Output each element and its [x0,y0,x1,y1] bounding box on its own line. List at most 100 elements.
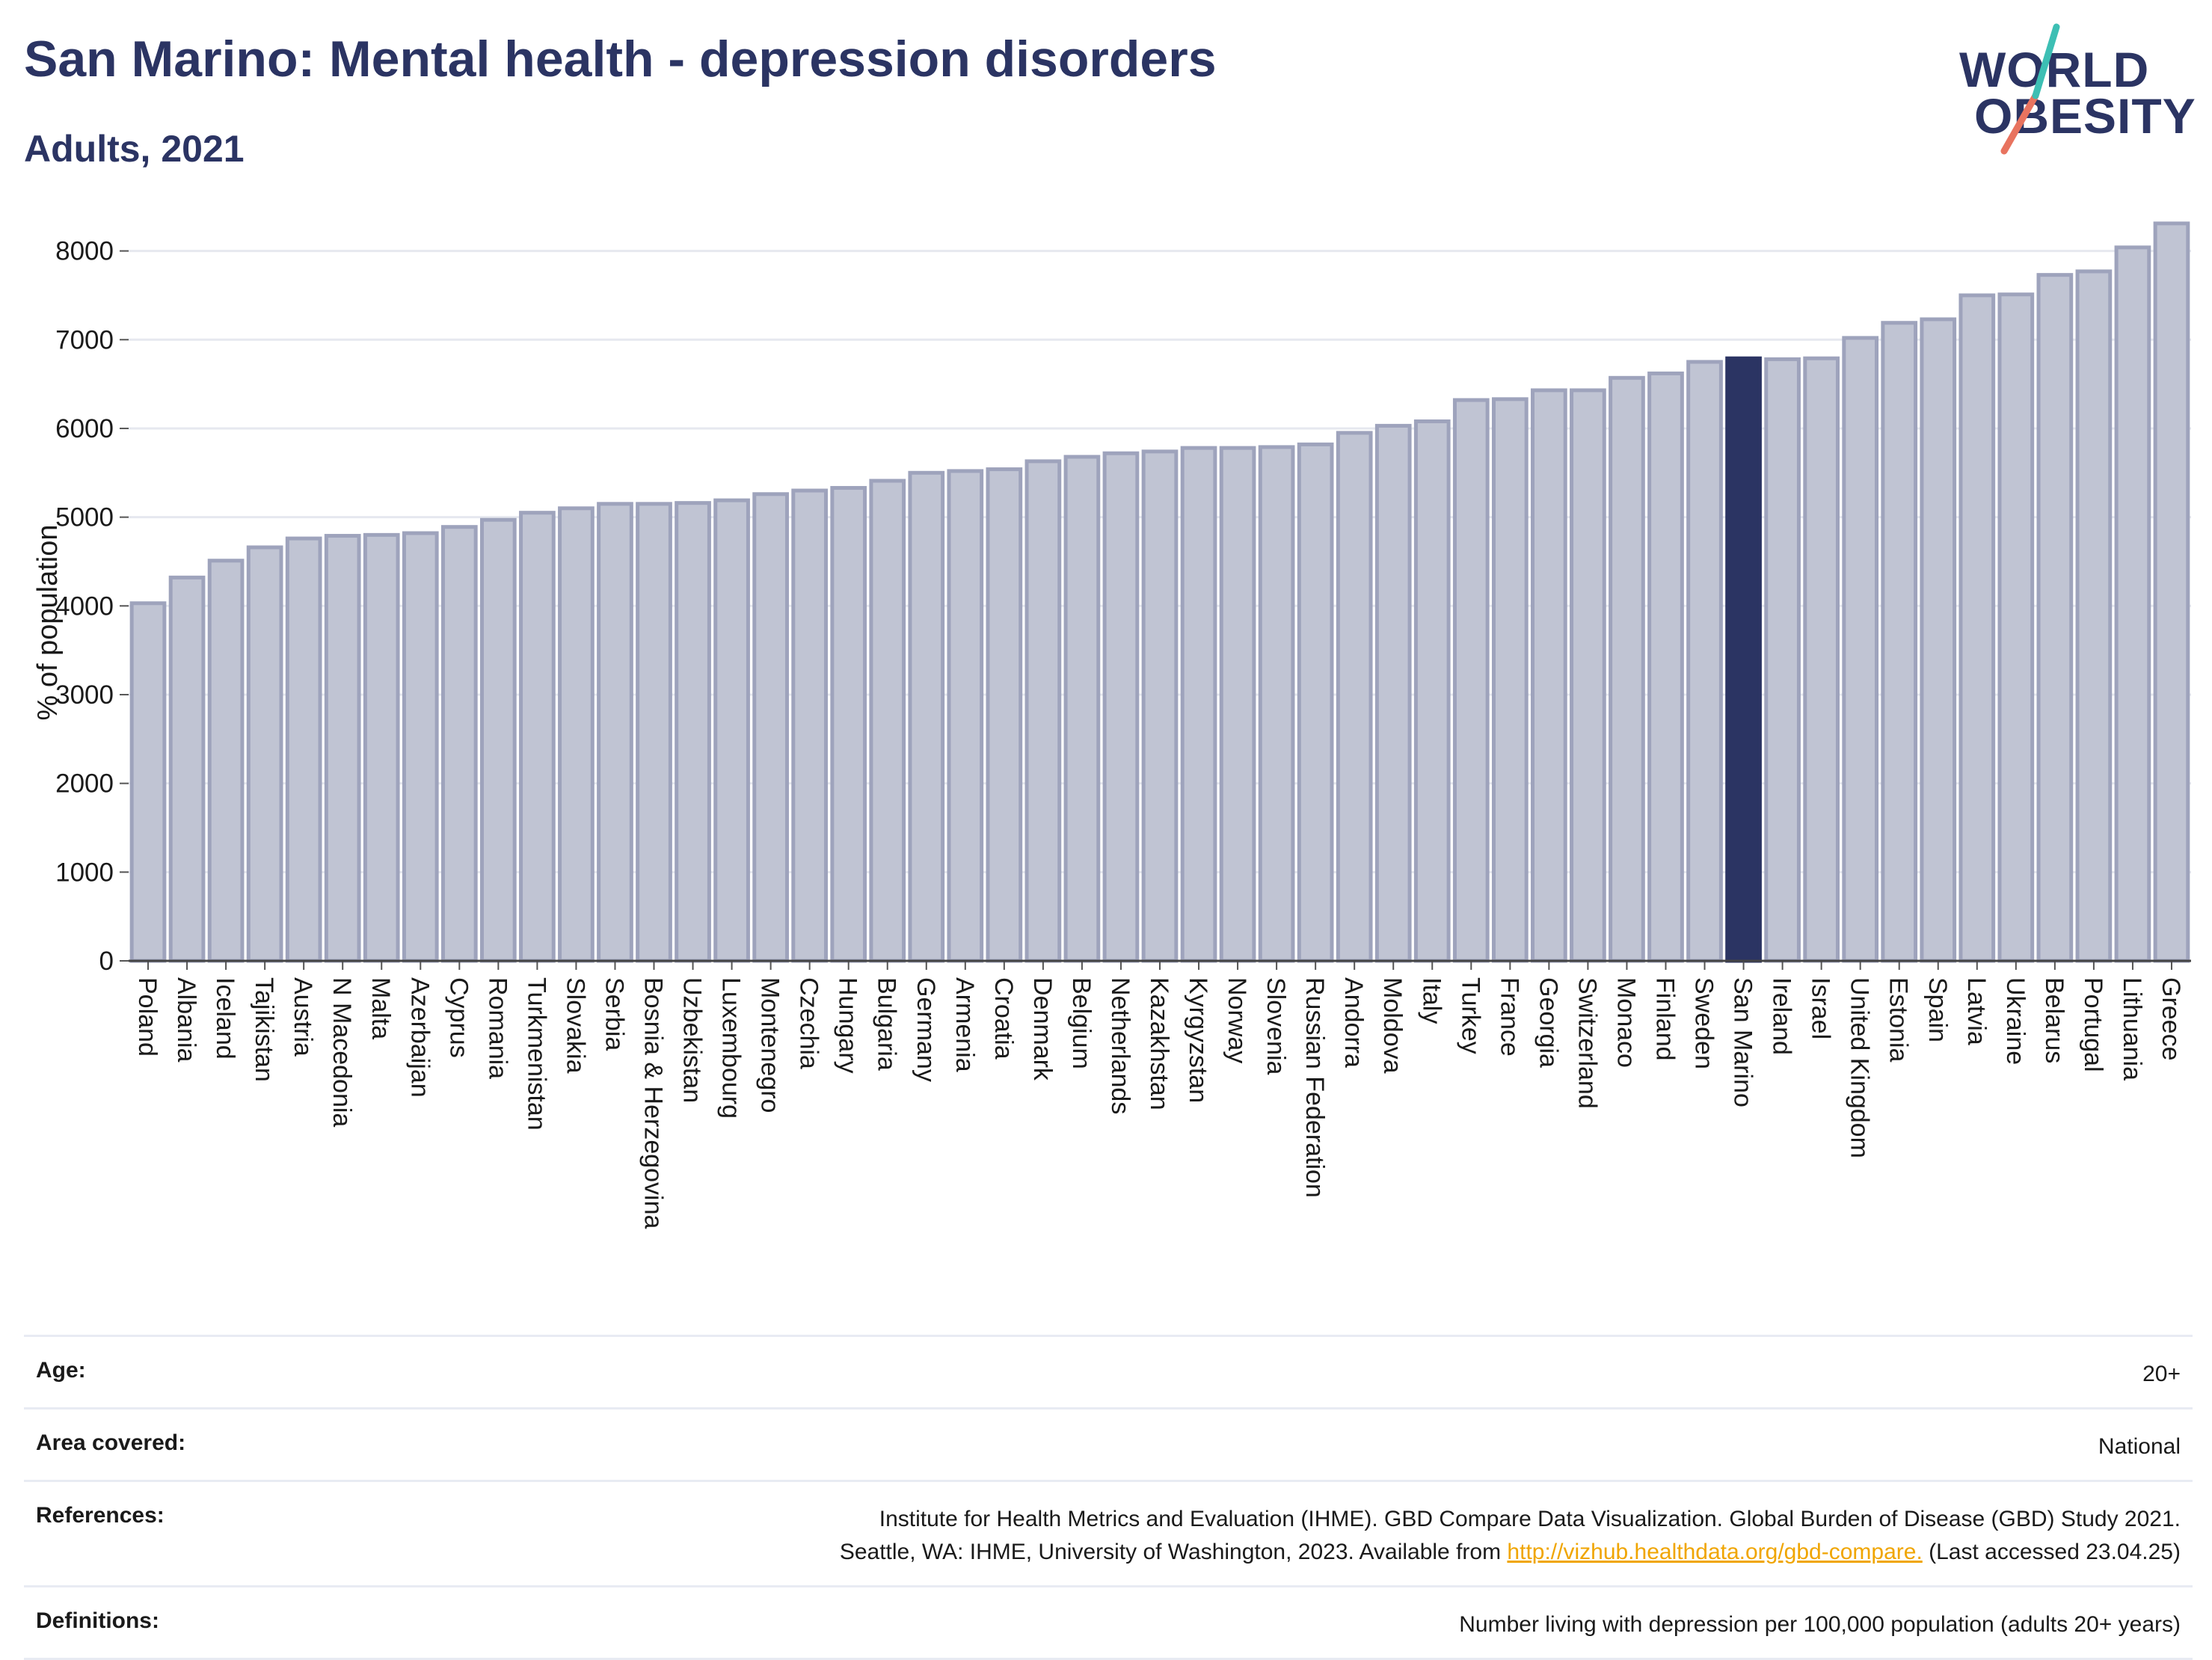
references-line-1: Institute for Health Metrics and Evaluat… [879,1507,2181,1531]
x-tick-label: Hungary [834,977,862,1074]
bar-poland [129,601,167,963]
bar-ireland [1764,357,1801,963]
bars [129,221,2190,963]
x-tick-label: Bulgaria [873,977,901,1071]
bar-cyprus [440,525,478,963]
bar-kazakhstan [1141,449,1179,963]
logo-line-1: WORLD [1959,42,2150,97]
x-tick-label: Poland [133,977,162,1057]
info-table: Age: 20+ Area covered: National Referenc… [24,1335,2193,1660]
x-tick-label: Azerbaijan [405,977,434,1098]
references-link[interactable]: http://vizhub.healthdata.org/gbd-compare… [1507,1540,1923,1564]
x-tick-label: Albania [172,977,200,1063]
bar-estonia [1881,321,1918,963]
bar-croatia [986,467,1023,963]
x-tick-label: Russian Federation [1300,977,1329,1198]
references-line-2-pre: Seattle, WA: IHME, University of Washing… [839,1540,1508,1564]
bar-greece [2153,221,2190,963]
x-tick-label: Germany [912,977,940,1082]
bar-switzerland [1570,388,1606,963]
bar-bosnia-herzegovina [636,502,672,963]
bar-finland [1647,371,1684,963]
x-tick-label: Croatia [989,977,1018,1060]
bar-chart: 0 1000 2000 3000 4000 5000 6000 7000 8000 Poland A… [32,221,2191,1229]
bar-luxembourg [713,498,750,963]
bar-andorra [1336,431,1373,963]
x-tick-label: Tajikistan [250,977,278,1082]
x-tick-label: Ukraine [2001,977,2030,1065]
bar-slovenia [1258,445,1295,963]
bar-serbia [597,502,633,963]
info-value-area: National [2098,1434,2181,1459]
x-tick-label: Estonia [1884,977,1913,1062]
x-tick-label: Turkey [1456,977,1484,1054]
x-tick-label: Sweden [1690,977,1718,1069]
bar-israel [1803,356,1840,963]
bar-albania [168,575,206,963]
bar-spain [1920,317,1957,963]
x-tick-label: Turkmenistan [522,977,550,1131]
x-tick-label: Switzerland [1573,977,1601,1109]
x-tick-label: Latvia [1962,977,1991,1045]
x-tick-label: Bosnia & Herzegovina [639,977,668,1229]
bar-monaco [1609,375,1645,963]
x-tick-label: Spain [1923,977,1952,1042]
x-tick-label: Luxembourg [717,977,746,1119]
info-row-age: Age: 20+ [24,1337,2193,1410]
x-tick-label: Monaco [1612,977,1640,1068]
logo-slash-icon [2000,23,2060,155]
x-tick-label: Serbia [600,977,628,1051]
x-tick-label: Kyrgyzstan [1184,977,1212,1103]
bar-hungary [830,485,867,963]
axes: 0 1000 2000 3000 4000 5000 6000 7000 8000 Poland A… [55,237,2191,1229]
bar-romania [480,517,517,963]
bar-russian-federation [1297,442,1334,963]
y-tick-label: 1000 [55,858,114,887]
bar-armenia [947,469,984,963]
bar-turkey [1452,398,1490,963]
y-tick-label: 8000 [55,237,114,266]
bar-bulgaria [869,479,906,963]
page-title: San Marino: Mental health - depression d… [24,31,1217,87]
x-tick-label: Czechia [795,977,823,1069]
bar-germany [908,470,945,963]
info-value-references: Institute for Health Metrics and Evaluat… [840,1503,2181,1569]
bar-portugal [2075,269,2113,963]
bar-latvia [1958,293,1996,963]
x-tick-label: San Marino [1729,977,1757,1107]
bar-ukraine [1997,292,2035,963]
x-tick-label: Iceland [211,977,239,1060]
x-tick-label: Belgium [1067,977,1096,1069]
info-key-age: Age: [36,1358,86,1383]
bar-sweden [1686,360,1723,963]
y-tick-label: 0 [99,947,114,976]
x-tick-label: Andorra [1339,977,1368,1068]
info-row-area: Area covered: National [24,1410,2193,1482]
bar-slovakia [558,506,595,963]
x-tick-label: N Macedonia [328,977,356,1127]
info-value-definitions: Number living with depression per 100,00… [1459,1612,2181,1637]
y-tick-label: 4000 [55,591,114,621]
y-tick-label: 5000 [55,503,114,532]
bar-netherlands [1102,451,1140,963]
bar-lithuania [2114,245,2151,963]
bar-belgium [1063,455,1101,963]
bar-czechia [791,488,829,963]
x-tick-label: Denmark [1028,977,1057,1081]
bar-kyrgyzstan [1180,446,1217,963]
bar-azerbaijan [402,531,439,963]
bar-montenegro [752,492,789,963]
y-tick-label: 7000 [55,325,114,354]
bar-georgia [1531,388,1567,963]
x-tick-label: Malta [366,977,395,1039]
x-tick-label: Netherlands [1106,977,1134,1114]
info-value-age: 20+ [2142,1362,2181,1386]
info-key-references: References: [36,1503,165,1528]
y-axis-title: % of population [32,525,64,721]
bar-malta [363,532,400,963]
x-tick-label: Greece [2157,977,2185,1061]
x-tick-label: Moldova [1378,977,1407,1074]
x-tick-label: Belarus [2040,977,2068,1063]
x-tick-label: Georgia [1534,977,1562,1068]
bar-n-macedonia [324,534,361,963]
